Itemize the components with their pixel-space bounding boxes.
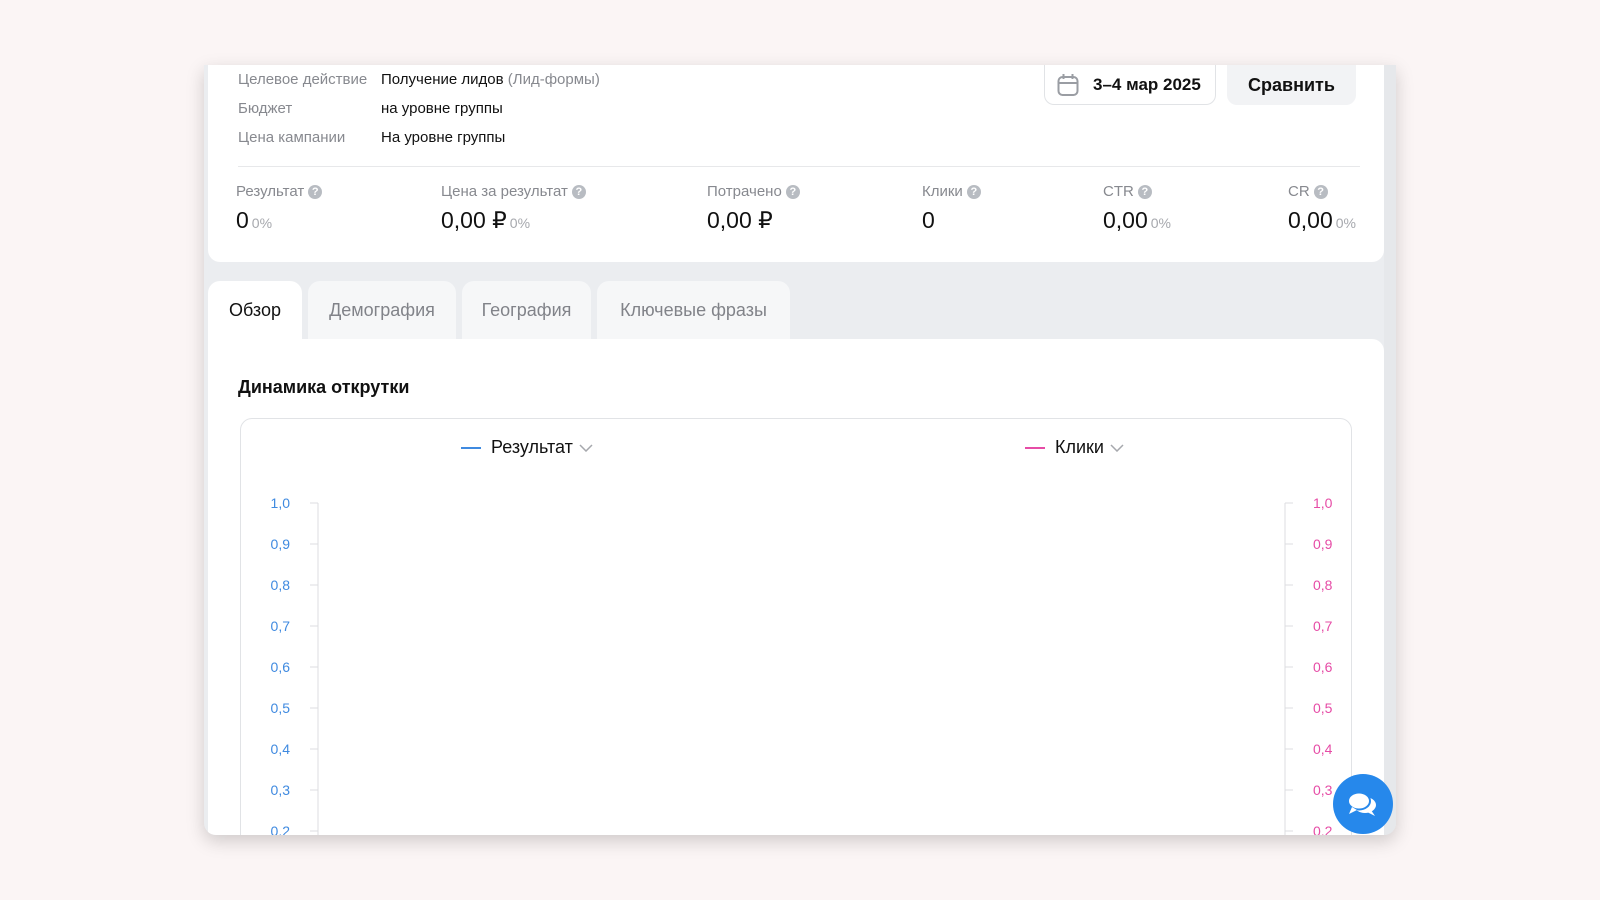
info-key: Цена кампании <box>238 129 346 146</box>
date-range-label: 3–4 мар 2025 <box>1093 74 1201 94</box>
left-tick-label: 0,2 <box>271 823 291 835</box>
left-tick-label: 1,0 <box>271 495 291 511</box>
date-range-picker[interactable]: 3–4 мар 2025 <box>1044 65 1216 105</box>
legend-line-clicks <box>1025 446 1045 449</box>
chart-svg: 1,0 0,9 0,8 0,7 0,6 0,5 0,4 0,3 0,2 1,0 0,9 0,8 0,7 0… <box>271 495 1333 835</box>
section-title: Динамика открутки <box>238 377 410 397</box>
right-tick-label: 0,5 <box>1313 700 1333 716</box>
info-row-budget: Бюджет на уровне группы <box>238 100 503 117</box>
left-tick-label: 0,7 <box>271 618 291 634</box>
right-tick-label: 0,6 <box>1313 659 1333 675</box>
app-window: Целевое действие Получение лидов (Лид-фо… <box>204 65 1396 835</box>
info-value: на уровне группы <box>381 100 503 117</box>
overview-panel: Динамика открутки Результат Клики 1,0 0,9… <box>208 339 1384 835</box>
tab-keywords[interactable]: Ключевые фразы <box>597 281 790 339</box>
metric-spent: Потрачено? 0,00 ₽ <box>707 183 800 234</box>
info-row-price: Цена кампании На уровне группы <box>238 129 505 146</box>
metric-cr: CR? 0,00 0% <box>1288 183 1356 233</box>
compare-button[interactable]: Сравнить <box>1227 65 1356 105</box>
tab-geography[interactable]: География <box>462 281 591 339</box>
right-tick-label: 0,8 <box>1313 577 1333 593</box>
info-key: Целевое действие <box>238 71 368 88</box>
right-tick-label: 1,0 <box>1313 495 1333 511</box>
left-tick-label: 0,5 <box>271 700 291 716</box>
metric-ctr: CTR? 0,00 0% <box>1103 183 1171 233</box>
legend-line-result <box>461 446 481 449</box>
right-tick-label: 0,9 <box>1313 536 1333 552</box>
right-tick-label: 0,2 <box>1313 823 1333 835</box>
divider <box>238 166 1360 167</box>
metric-cost-per-result: Цена за результат? 0,00 ₽0% <box>441 183 586 234</box>
info-row-target: Целевое действие Получение лидов (Лид-фо… <box>238 71 600 88</box>
right-tick-label: 0,3 <box>1313 782 1333 798</box>
info-value: На уровне группы <box>381 129 506 146</box>
left-tick-label: 0,6 <box>271 659 291 675</box>
chevron-down-icon <box>1110 443 1124 452</box>
help-icon[interactable]: ? <box>966 184 981 199</box>
calendar-icon <box>1057 73 1079 96</box>
left-tick-label: 0,3 <box>271 782 291 798</box>
tab-overview[interactable]: Обзор <box>208 281 302 339</box>
right-tick-label: 0,7 <box>1313 618 1333 634</box>
metric-clicks: Клики? 0 <box>922 183 981 234</box>
help-icon[interactable]: ? <box>571 184 586 199</box>
chart-container: Результат Клики 1,0 0,9 0,8 0,7 0,6 0,5 0,4 0,3… <box>240 418 1352 835</box>
help-icon[interactable]: ? <box>1313 184 1328 199</box>
left-tick-label: 0,8 <box>271 577 291 593</box>
info-value: Получение лидов (Лид-формы) <box>381 71 600 88</box>
tab-demography[interactable]: Демография <box>308 281 456 339</box>
help-icon[interactable]: ? <box>308 184 323 199</box>
chat-button[interactable] <box>1333 774 1393 834</box>
chevron-down-icon <box>579 443 593 452</box>
info-key: Бюджет <box>238 100 293 117</box>
chat-bubbles-icon <box>1347 791 1376 816</box>
right-tick-label: 0,4 <box>1313 741 1333 757</box>
campaign-summary-card: Целевое действие Получение лидов (Лид-фо… <box>208 65 1384 262</box>
scrollbar[interactable] <box>1384 65 1396 835</box>
metric-result: Результат? 0 0% <box>236 183 323 234</box>
legend-result-selector[interactable]: Результат <box>461 437 593 458</box>
legend-clicks-selector[interactable]: Клики <box>1025 437 1124 458</box>
help-icon[interactable]: ? <box>785 184 800 199</box>
left-tick-label: 0,9 <box>271 536 291 552</box>
help-icon[interactable]: ? <box>1137 184 1152 199</box>
left-tick-label: 0,4 <box>271 741 291 757</box>
